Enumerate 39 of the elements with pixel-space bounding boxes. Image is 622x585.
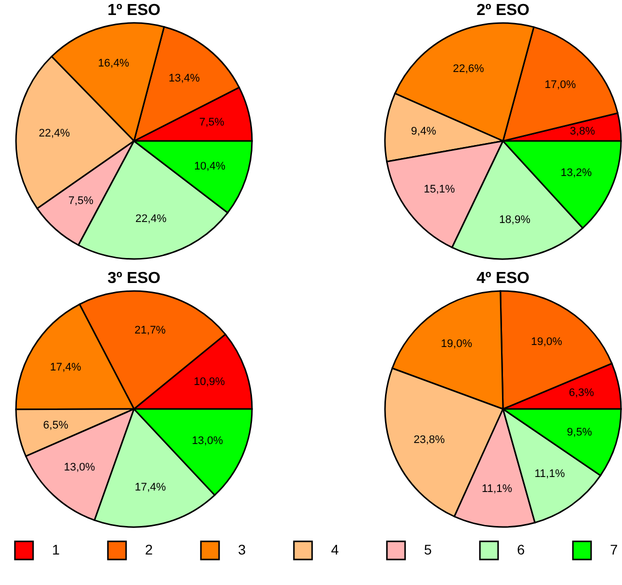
data-label: 10,4% xyxy=(194,160,226,173)
chart-title: 3º ESO xyxy=(108,270,160,287)
data-label: 15,1% xyxy=(424,183,456,196)
data-label: 10,9% xyxy=(194,376,226,388)
data-label: 23,8% xyxy=(414,434,446,446)
data-label: 9,4% xyxy=(411,125,436,138)
data-label: 13,0% xyxy=(64,462,96,474)
data-label: 6,3% xyxy=(568,387,594,400)
data-label: 17,4% xyxy=(134,481,166,494)
data-label: 22,6% xyxy=(452,62,484,75)
data-label: 22,4% xyxy=(135,213,167,226)
legend-label: 2 xyxy=(145,541,153,558)
data-label: 11,1% xyxy=(534,468,566,480)
data-label: 11,1% xyxy=(482,482,512,495)
data-label: 13,2% xyxy=(560,167,592,180)
legend-label: 7 xyxy=(610,541,618,558)
data-label: 17,0% xyxy=(544,79,576,92)
data-label: 18,9% xyxy=(499,214,531,226)
data-label: 7,5% xyxy=(199,116,225,128)
legend-label: 1 xyxy=(52,541,60,558)
data-label: 7,5% xyxy=(68,194,94,207)
data-label: 21,7% xyxy=(134,324,166,337)
data-label: 9,5% xyxy=(566,426,592,439)
data-label: 13,0% xyxy=(192,434,224,447)
data-label: 3,8% xyxy=(570,125,596,138)
legend-label: 4 xyxy=(331,541,339,558)
data-label: 17,4% xyxy=(50,362,82,374)
data-label: 16,4% xyxy=(98,58,130,70)
legend-label: 3 xyxy=(238,541,246,558)
legend-label: 5 xyxy=(424,541,432,558)
data-label: 19,0% xyxy=(440,338,472,350)
chart-title: 2º ESO xyxy=(476,2,530,19)
data-label: 22,4% xyxy=(38,127,70,140)
chart-title: 4º ESO xyxy=(476,270,530,287)
data-label: 19,0% xyxy=(530,336,562,348)
data-label: 13,4% xyxy=(168,72,200,85)
chart-title: 1º ESO xyxy=(108,2,160,19)
legend-label: 6 xyxy=(517,541,525,558)
data-label: 6,5% xyxy=(43,419,68,432)
